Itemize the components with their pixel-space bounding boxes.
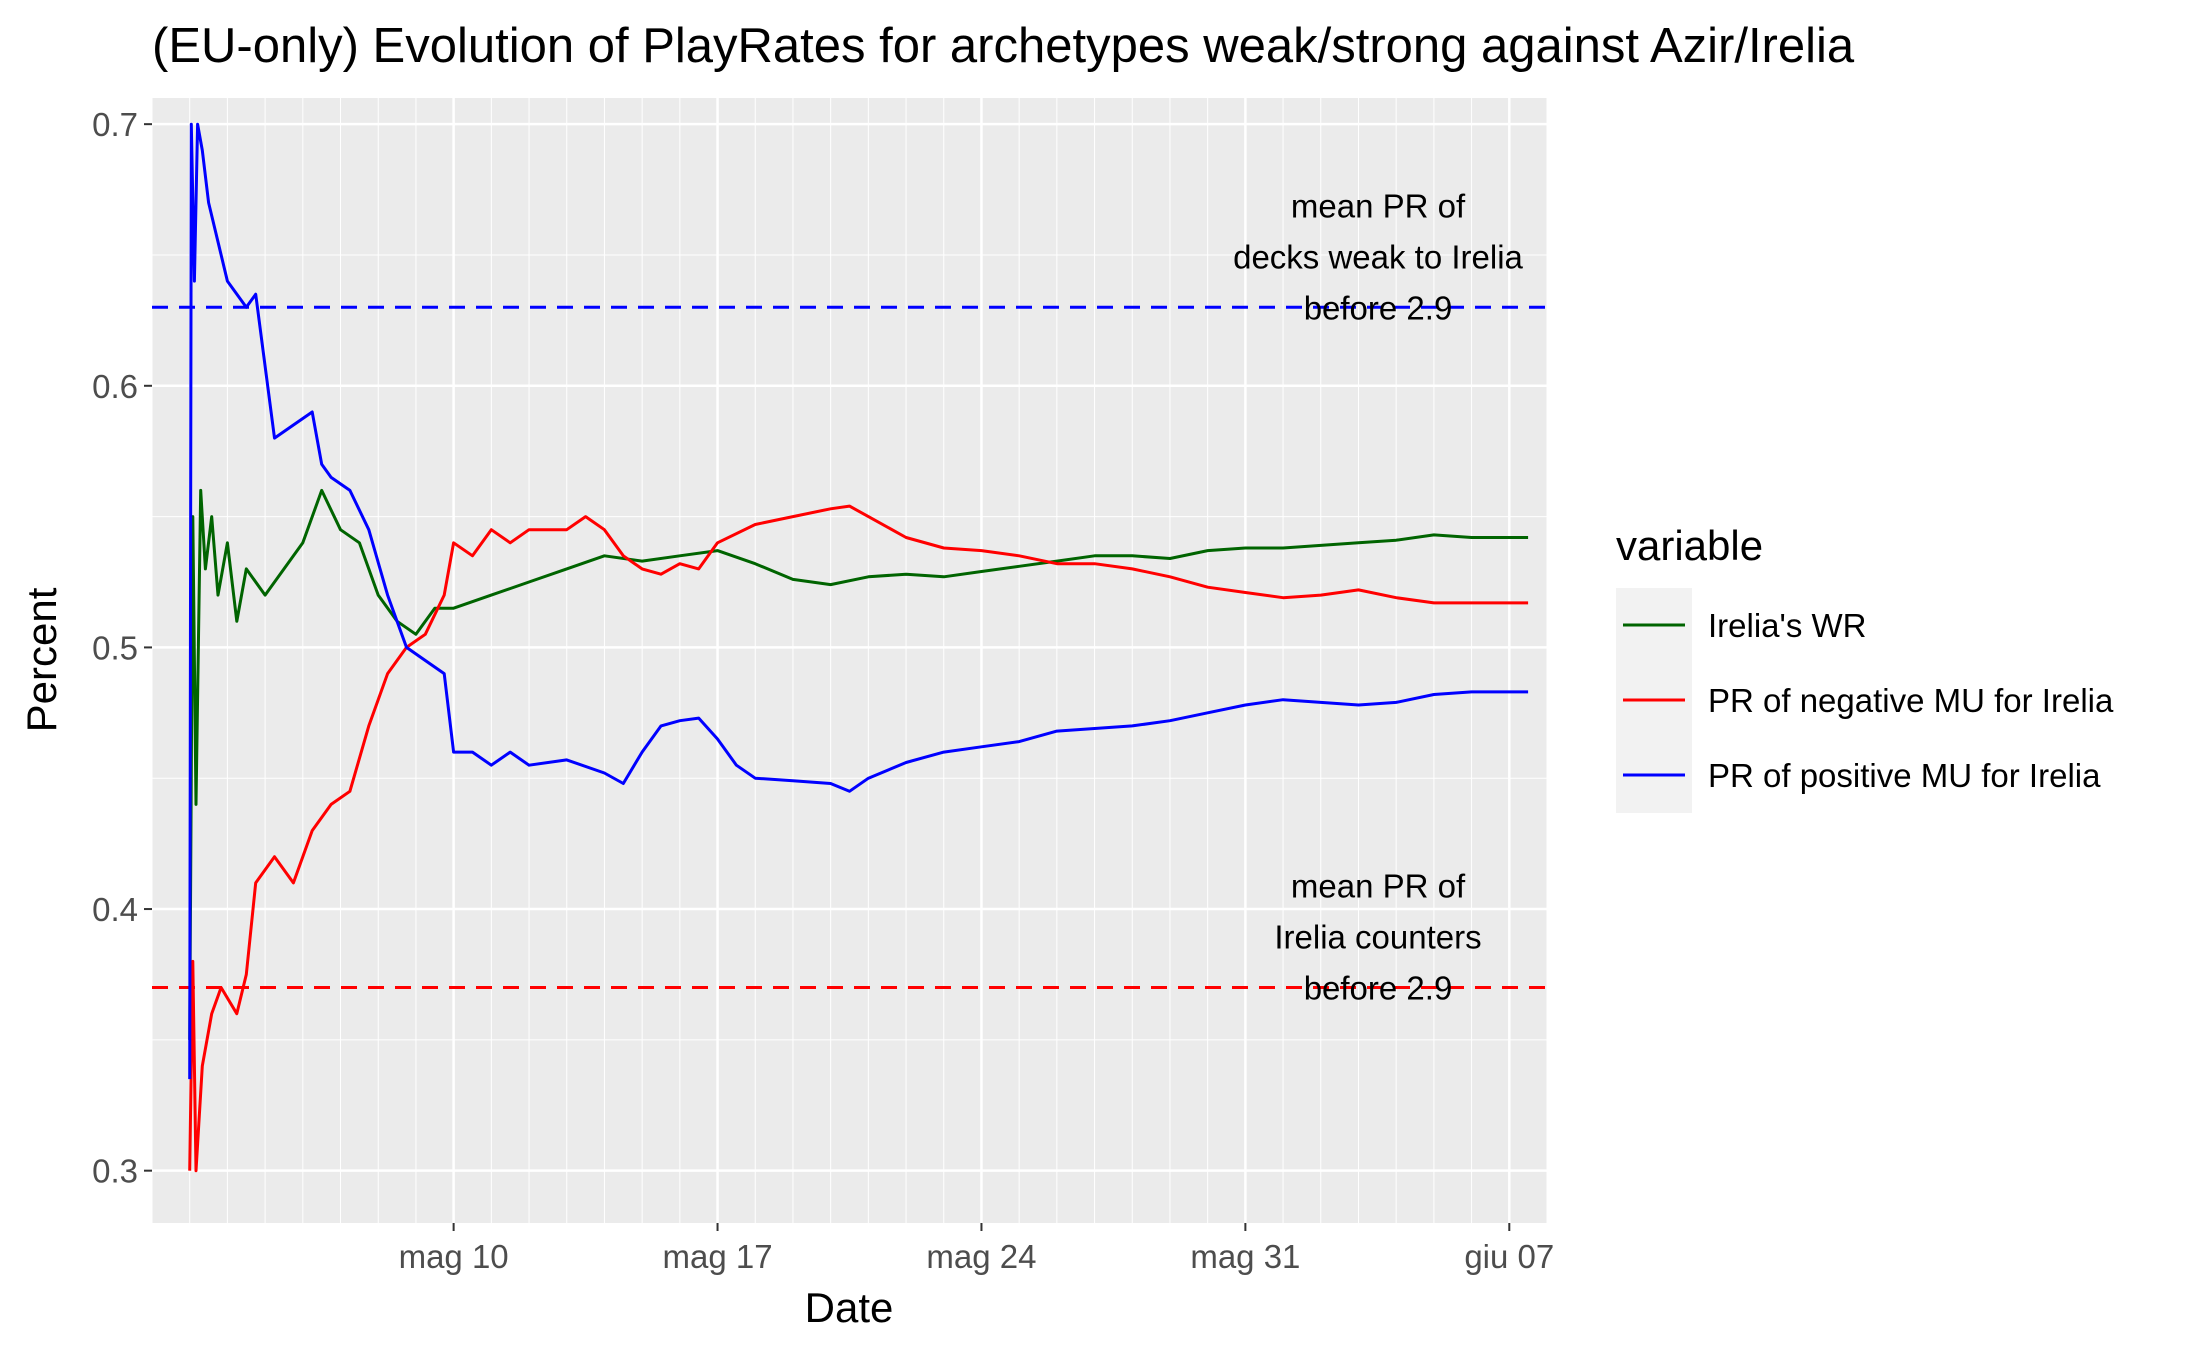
reference-annotation: before 2.9 [1304, 970, 1453, 1007]
x-tick-label: giu 07 [1464, 1238, 1554, 1275]
grid-major [152, 98, 1547, 1223]
reference-lines [152, 305, 1547, 990]
legend-label: Irelia's WR [1708, 607, 1866, 644]
legend-label: PR of positive MU for Irelia [1708, 757, 2101, 794]
reference-annotation: mean PR of [1291, 187, 1466, 224]
legend-label: PR of negative MU for Irelia [1708, 682, 2114, 719]
series-line [188, 504, 1529, 1173]
x-tick-label: mag 17 [663, 1238, 773, 1275]
y-tick-label: 0.5 [92, 629, 138, 666]
reference-annotation: before 2.9 [1304, 289, 1453, 326]
y-tick-label: 0.6 [92, 368, 138, 405]
y-tick-label: 0.3 [92, 1153, 138, 1190]
y-axis-title: Percent [18, 587, 65, 732]
legend-title: variable [1616, 522, 1763, 569]
y-axis: 0.3 0.4 0.5 0.6 0.7 [92, 106, 152, 1190]
reference-annotation: mean PR of [1291, 868, 1466, 905]
y-tick-label: 0.7 [92, 106, 138, 143]
plot-panel [152, 98, 1547, 1223]
x-tick-label: mag 10 [399, 1238, 509, 1275]
series-line [188, 122, 1529, 1080]
x-axis: mag 10 mag 17 mag 24 mag 31 giu 07 [399, 1223, 1554, 1275]
x-tick-label: mag 31 [1190, 1238, 1300, 1275]
series-lines [188, 122, 1529, 1173]
x-axis-title: Date [805, 1284, 894, 1331]
legend: variable Irelia's WR PR of negative MU fo… [1616, 522, 2114, 813]
series-line [188, 488, 1529, 1040]
reference-annotation: Irelia counters [1274, 919, 1481, 956]
reference-annotation: decks weak to Irelia [1233, 238, 1523, 275]
chart-title: (EU-only) Evolution of PlayRates for arc… [152, 19, 1855, 73]
annotations: mean PR of decks weak to Irelia before 2.9… [1233, 187, 1523, 1006]
x-tick-label: mag 24 [926, 1238, 1036, 1275]
y-tick-label: 0.4 [92, 891, 138, 928]
